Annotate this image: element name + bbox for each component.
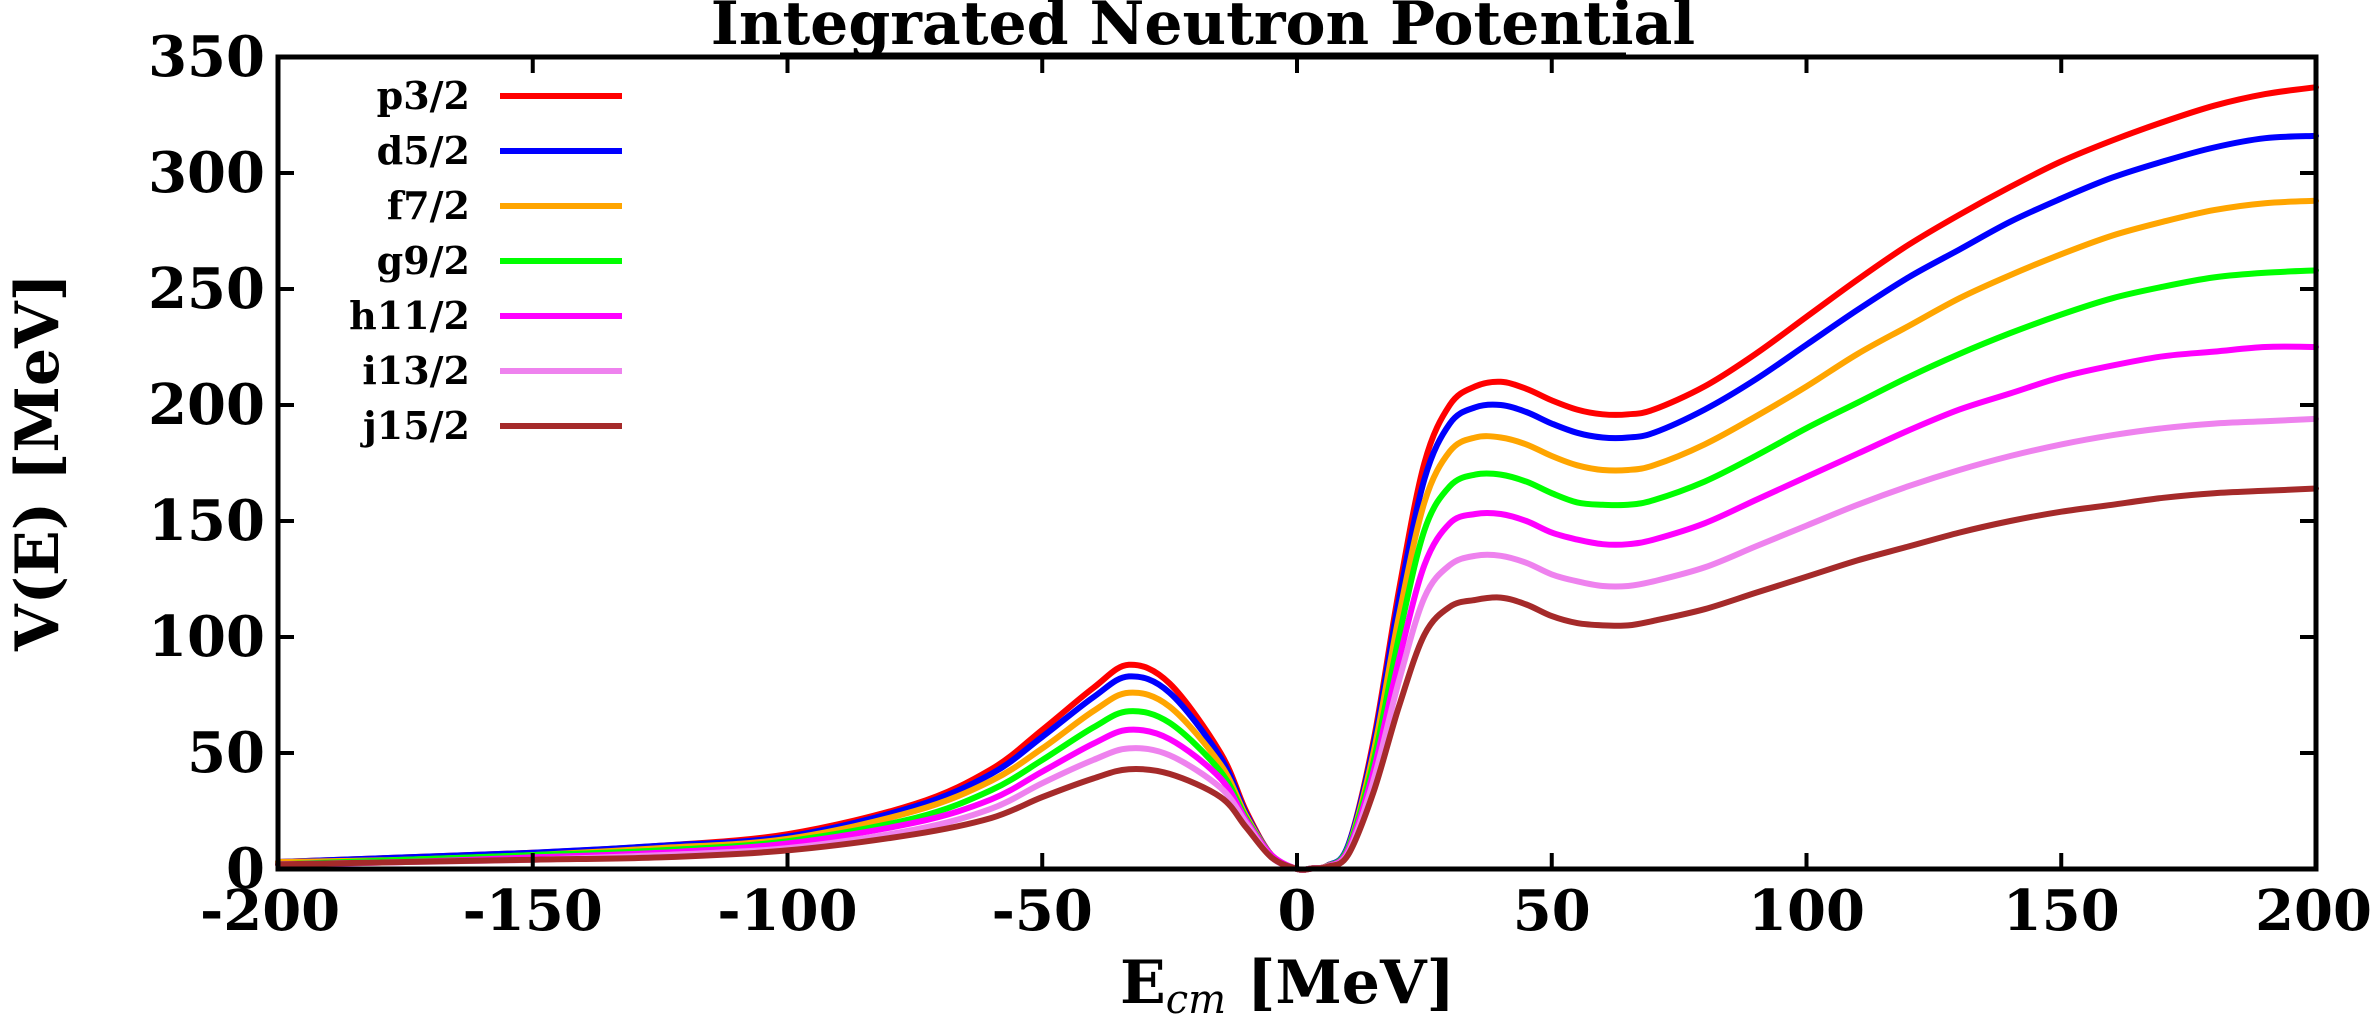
y-tick-label-0: 0 bbox=[226, 836, 265, 902]
x-tick-label-1: -150 bbox=[463, 878, 603, 944]
y-axis-title: V(E) [MeV] bbox=[3, 273, 73, 652]
legend-label-1: d5/2 bbox=[377, 128, 470, 173]
x-axis-title-unit: [MeV] bbox=[1226, 948, 1455, 1018]
series-line-1 bbox=[275, 132, 2319, 873]
legend-label-0: p3/2 bbox=[377, 73, 470, 118]
y-tick-label-7: 350 bbox=[148, 24, 265, 90]
x-axis: -200 -150 -100 -50 0 50 100 150 200 bbox=[200, 57, 2372, 944]
x-axis-title-main: E bbox=[1120, 948, 1166, 1018]
legend-label-2: f7/2 bbox=[387, 183, 470, 228]
x-tick-label-8: 200 bbox=[2255, 878, 2372, 944]
y-axis: 0 50 100 150 200 250 300 350 bbox=[148, 24, 2316, 902]
legend-label-6: j15/2 bbox=[360, 403, 470, 448]
series-line-6 bbox=[275, 485, 2319, 873]
x-tick-label-5: 50 bbox=[1513, 878, 1591, 944]
legend-label-5: i13/2 bbox=[362, 348, 470, 393]
y-tick-label-5: 250 bbox=[148, 256, 265, 322]
y-tick-label-1: 50 bbox=[187, 720, 265, 786]
y-tick-label-4: 200 bbox=[148, 372, 265, 438]
legend-label-4: h11/2 bbox=[349, 293, 470, 338]
legend-label-3: g9/2 bbox=[377, 238, 470, 283]
series-line-5 bbox=[275, 415, 2319, 873]
chart-title: Integrated Neutron Potential bbox=[711, 0, 1695, 59]
plot-frame bbox=[275, 54, 2319, 872]
x-tick-label-4: 0 bbox=[1278, 878, 1317, 944]
y-tick-label-2: 100 bbox=[148, 604, 265, 670]
x-tick-label-3: -50 bbox=[992, 878, 1093, 944]
series-layer bbox=[275, 84, 2319, 873]
y-tick-label-3: 150 bbox=[148, 488, 265, 554]
x-tick-label-0: -200 bbox=[200, 878, 340, 944]
series-line-4 bbox=[275, 343, 2319, 873]
x-axis-title-sub: cm bbox=[1166, 977, 1226, 1019]
series-line-2 bbox=[275, 197, 2319, 873]
legend: p3/2 d5/2 f7/2 g9/2 h11/2 i13/2 j15/2 bbox=[349, 73, 622, 448]
x-tick-label-7: 150 bbox=[2003, 878, 2120, 944]
x-tick-label-6: 100 bbox=[1748, 878, 1865, 944]
y-tick-label-6: 300 bbox=[148, 140, 265, 206]
x-tick-label-2: -100 bbox=[717, 878, 857, 944]
x-axis-title: Ecm [MeV] bbox=[1120, 948, 1455, 1019]
series-line-3 bbox=[275, 267, 2319, 873]
